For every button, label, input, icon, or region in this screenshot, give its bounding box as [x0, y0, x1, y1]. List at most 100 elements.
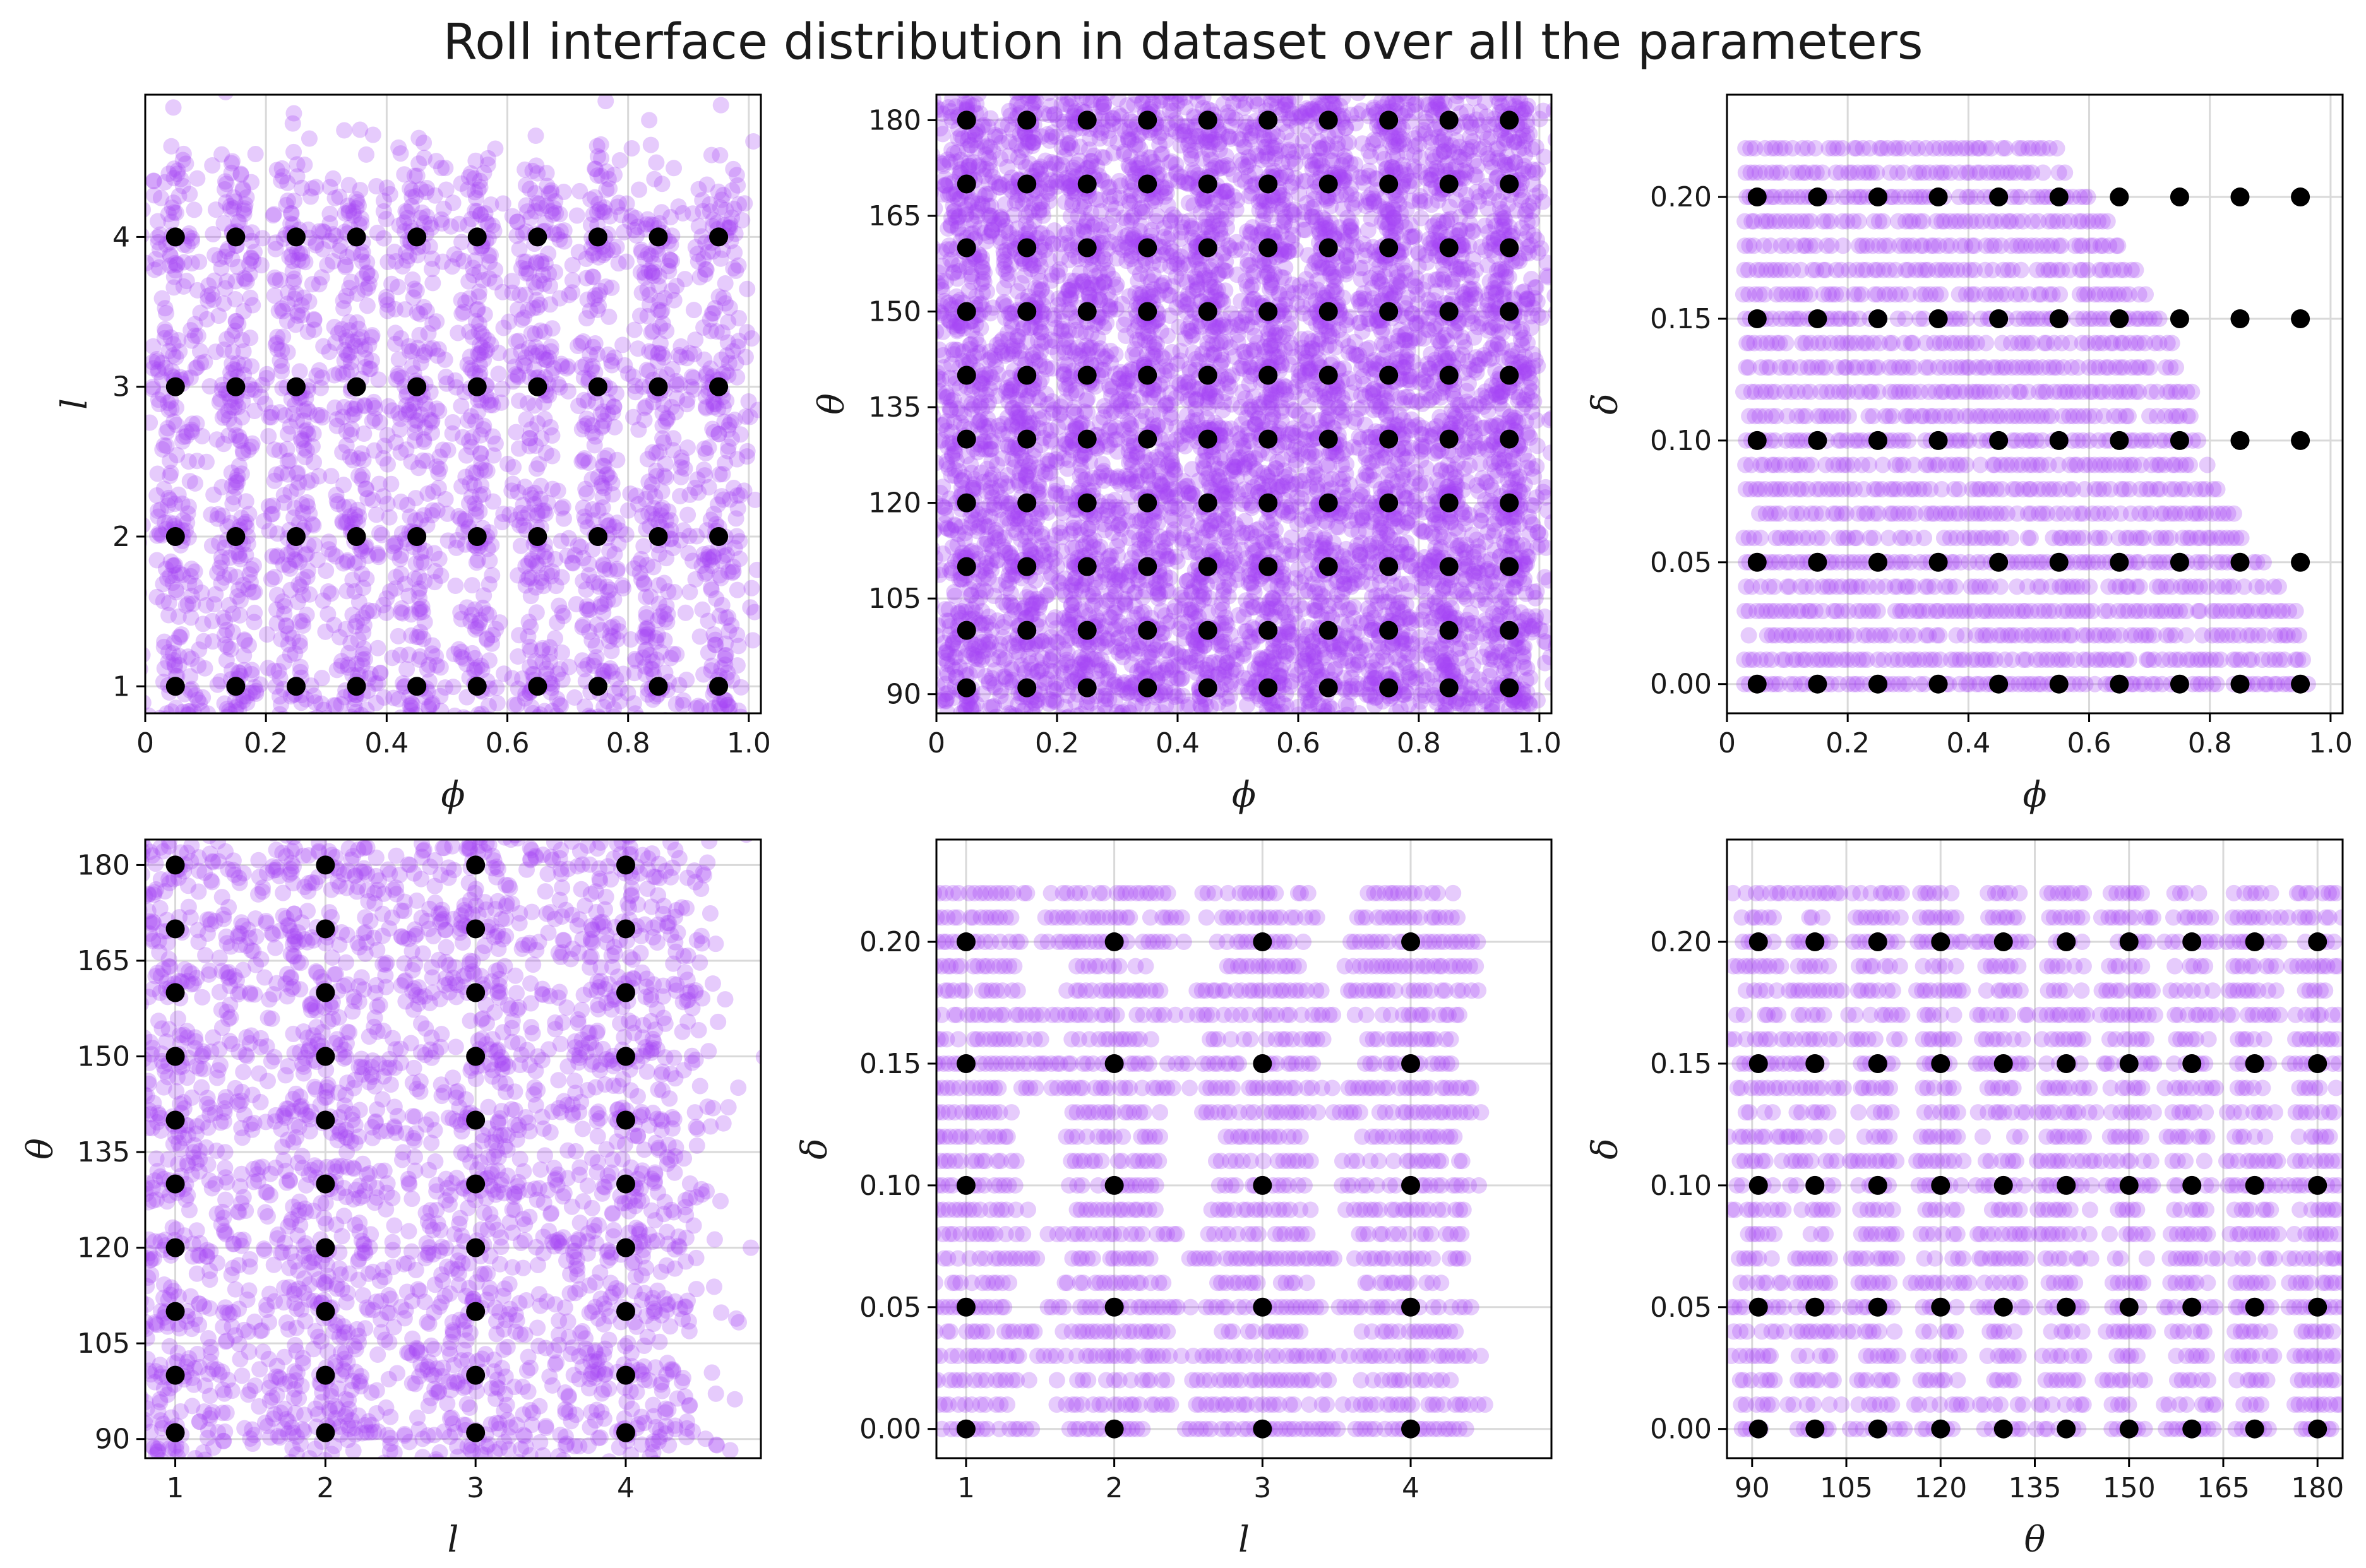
sample-point	[402, 702, 419, 713]
sample-point	[241, 256, 258, 273]
sample-point	[535, 548, 553, 565]
sample-point	[359, 490, 376, 507]
sample-point	[254, 377, 271, 394]
sample-point	[584, 709, 599, 713]
sample-point	[572, 538, 589, 555]
sample-point	[166, 496, 183, 513]
sample-point	[338, 437, 355, 454]
sample-point	[543, 727, 559, 743]
sample-point	[168, 417, 185, 434]
sample-point	[347, 511, 364, 528]
sample-point	[423, 219, 440, 236]
sample-point	[162, 392, 179, 409]
sample-point	[391, 646, 409, 663]
sample-point	[268, 162, 285, 179]
sample-point	[371, 525, 388, 542]
sample-point	[507, 366, 524, 383]
sample-point	[587, 335, 604, 352]
sample-point	[578, 598, 595, 615]
sample-point	[276, 598, 293, 615]
x-tick-label: 0.2	[244, 727, 288, 759]
sample-point	[223, 464, 240, 481]
sample-point	[463, 429, 481, 446]
sample-point	[271, 404, 288, 421]
sample-point	[593, 475, 610, 492]
sample-point	[526, 361, 543, 378]
sample-point	[582, 601, 599, 618]
sample-point	[285, 143, 302, 160]
sample-point	[687, 571, 704, 588]
grid-point	[347, 227, 366, 247]
sample-point	[479, 157, 496, 174]
sample-point	[387, 535, 404, 552]
sample-point	[308, 234, 325, 251]
sample-point	[274, 168, 291, 185]
sample-point	[335, 514, 352, 531]
sample-point	[549, 482, 566, 499]
sample-point	[354, 543, 371, 560]
sample-point	[386, 300, 403, 318]
sample-point	[467, 650, 484, 667]
sample-point	[241, 506, 258, 523]
sample-point	[146, 261, 163, 278]
sample-point	[186, 563, 203, 580]
sample-point	[523, 345, 541, 362]
sample-point	[512, 537, 529, 554]
sample-point	[404, 358, 421, 375]
sample-point	[326, 617, 343, 634]
sample-point	[514, 670, 531, 687]
sample-point	[527, 653, 544, 670]
sample-point	[1049, 634, 1066, 651]
sample-point	[1001, 634, 1018, 651]
sample-point	[342, 508, 359, 525]
sample-point	[589, 770, 605, 787]
sample-point	[427, 648, 445, 665]
sample-point	[524, 783, 541, 800]
sample-point	[478, 342, 495, 359]
sample-point	[402, 508, 419, 525]
sample-point	[400, 646, 417, 663]
sample-point	[180, 703, 197, 713]
sample-point	[242, 330, 259, 347]
sample-point	[518, 261, 535, 278]
sample-point	[620, 365, 637, 382]
sample-point	[145, 338, 162, 355]
sample-point	[411, 604, 428, 621]
sample-point	[273, 357, 290, 374]
sample-point	[222, 364, 239, 381]
sample-point	[293, 694, 310, 711]
sample-point	[167, 658, 184, 675]
sample-point	[218, 331, 236, 348]
sample-point	[520, 628, 537, 645]
sample-point	[544, 448, 561, 465]
sample-point	[289, 754, 305, 771]
sample-point	[532, 706, 549, 713]
sample-point	[440, 721, 457, 737]
sample-point	[638, 609, 655, 626]
sample-point	[972, 394, 989, 411]
sample-point	[240, 441, 257, 458]
sample-point	[390, 691, 407, 708]
sample-point	[198, 453, 215, 470]
sample-point	[341, 280, 358, 297]
sample-point	[160, 165, 177, 182]
sample-point	[222, 641, 239, 658]
sample-point	[481, 270, 498, 287]
sample-point	[236, 631, 253, 648]
sample-point	[313, 670, 330, 687]
sample-point	[599, 465, 616, 482]
sample-point	[284, 263, 301, 280]
sample-point	[618, 253, 635, 270]
sample-point	[248, 685, 265, 702]
sample-point	[289, 465, 306, 482]
sample-point	[482, 196, 499, 213]
sample-point	[457, 511, 474, 528]
sample-point	[526, 484, 543, 501]
sample-point	[518, 265, 535, 282]
sample-point	[234, 331, 251, 348]
sample-point	[564, 284, 581, 301]
sample-point	[436, 679, 453, 696]
sample-point	[467, 661, 484, 678]
sample-point	[433, 160, 450, 177]
sample-point	[574, 652, 591, 669]
